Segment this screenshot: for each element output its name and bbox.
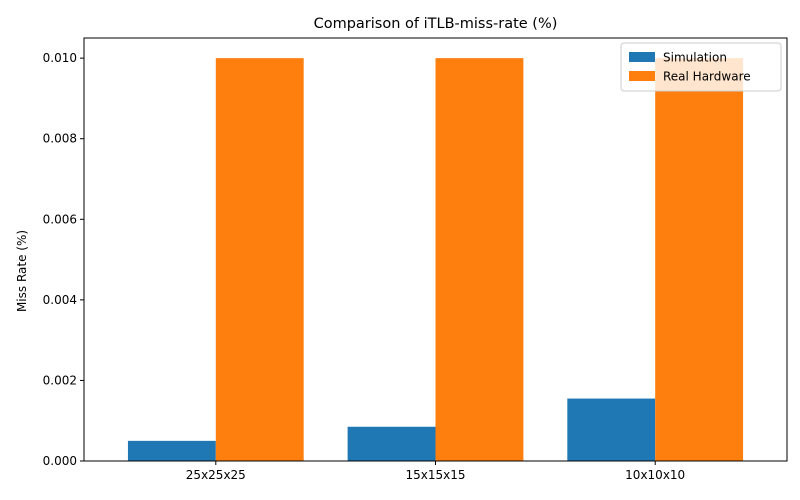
x-tick-label: 25x25x25 [186, 468, 246, 482]
legend-swatch-simulation [629, 52, 655, 62]
y-axis-title: Miss Rate (%) [15, 230, 29, 312]
bar-simulation-10x10x10 [567, 398, 656, 461]
y-tick-label: 0.008 [43, 132, 77, 146]
x-tick-label: 10x10x10 [625, 468, 685, 482]
bar-real-hardware-25x25x25 [215, 58, 304, 461]
axes-group: 0.000 0.002 0.004 0.006 0.008 0.010 25x25x25 15… [43, 37, 788, 482]
bars-group [127, 58, 744, 461]
chart-title: Comparison of iTLB-miss-rate (%) [314, 16, 558, 32]
x-tick-label: 15x15x15 [405, 468, 465, 482]
legend-label-simulation: Simulation [663, 51, 727, 65]
y-tick-label: 0.000 [43, 454, 77, 468]
legend-label-real-hardware: Real Hardware [663, 70, 751, 84]
bar-real-hardware-15x15x15 [435, 58, 524, 461]
y-tick-label: 0.010 [43, 51, 77, 65]
y-tick-label: 0.002 [43, 373, 77, 387]
bar-real-hardware-10x10x10 [655, 58, 744, 461]
legend-box [620, 42, 782, 92]
legend-swatch-real-hardware [629, 71, 655, 81]
bar-simulation-15x15x15 [347, 426, 436, 461]
y-tick-label: 0.006 [43, 212, 77, 226]
bar-simulation-25x25x25 [127, 440, 216, 461]
y-tick-label: 0.004 [43, 293, 77, 307]
legend: Simulation Real Hardware [620, 42, 782, 92]
